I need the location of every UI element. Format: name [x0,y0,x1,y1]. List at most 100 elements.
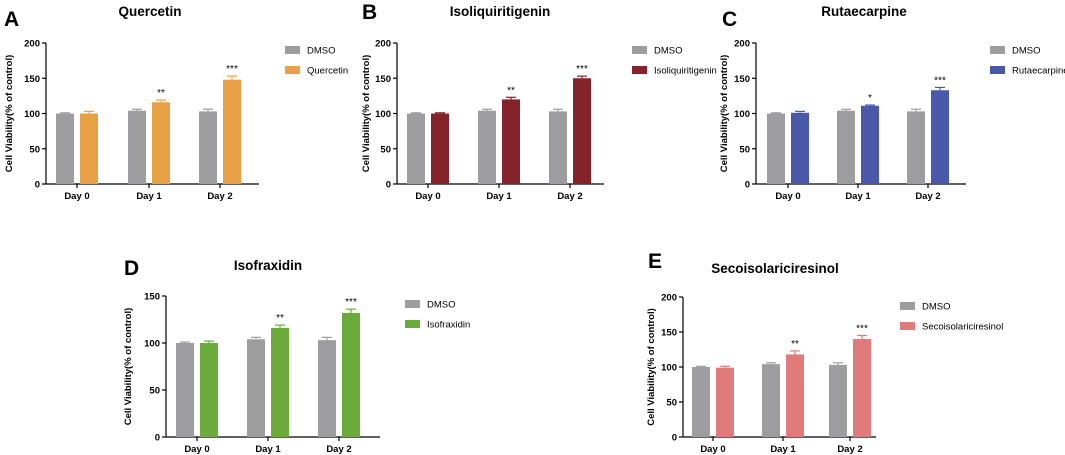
bar-dmso [407,113,425,184]
panel-label: C [722,8,737,31]
legend-label: DMSO [307,46,336,57]
legend-label: DMSO [427,300,456,311]
bar-dmso [128,110,146,184]
bar-treatment [152,102,170,184]
significance-marker: *** [856,324,868,335]
bar-dmso [199,111,217,184]
legend-label: Quercetin [307,66,348,77]
x-tick-label: Day 1 [136,191,162,202]
x-tick-label: Day 0 [184,444,209,455]
y-tick-label: 0 [386,180,391,191]
y-tick-label: 100 [375,109,391,120]
y-axis-label: Cell Viability(% of control) [4,55,15,173]
legend-swatch [632,46,647,54]
x-tick-label: Day 0 [700,444,725,455]
significance-marker: *** [226,64,238,75]
panel-c: C Rutaecarpine Cell Viability(% of control… [719,4,1065,202]
y-tick-label: 200 [661,293,677,304]
legend-label: Isofraxidin [427,320,470,331]
x-tick-label: Day 1 [845,191,871,202]
bar-dmso [829,364,847,437]
significance-marker: ** [157,88,165,99]
y-tick-label: 50 [666,398,677,409]
bar-dmso [692,367,710,437]
y-axis-label: Cell Viability(% of control) [361,55,372,173]
y-tick-label: 150 [24,74,40,85]
legend-swatch [990,46,1005,54]
bar-treatment [931,90,949,184]
x-tick-label: Day 1 [486,191,512,202]
bar-dmso [767,113,785,184]
bar-treatment [716,367,734,437]
bar-treatment [791,112,809,184]
legend-label: Isoliquiritigenin [654,66,717,77]
x-tick-label: Day 1 [770,444,796,455]
significance-marker: * [868,93,872,104]
x-tick-label: Day 2 [207,191,232,202]
legend-swatch [405,320,420,328]
legend-swatch [900,302,915,310]
y-tick-label: 50 [380,144,391,155]
bar-dmso [56,113,74,184]
bar-dmso [247,339,265,437]
bar-dmso [318,340,336,437]
bar-treatment [853,339,871,437]
legend-label: Rutaecarpine [1012,66,1065,77]
legend-swatch [285,46,300,54]
panel-b: B Isoliquiritigenin Cell Viability(% of co… [361,1,717,202]
y-tick-label: 0 [745,180,750,191]
panel-a: A Quercetin Cell Viability(% of control) 0 5… [4,4,348,202]
bar-treatment [342,312,360,437]
y-tick-label: 0 [672,433,677,444]
bar-dmso [907,111,925,184]
significance-marker: *** [576,64,588,75]
x-tick-label: Day 2 [915,191,940,202]
y-tick-label: 150 [375,74,391,85]
legend-swatch [990,66,1005,74]
panel-label: B [362,1,377,24]
y-axis-label: Cell Viability(% of control) [646,308,657,426]
y-tick-label: 100 [734,109,750,120]
chart-title: Quercetin [118,4,181,19]
bar-dmso [837,110,855,184]
bar-treatment [431,113,449,184]
y-tick-label: 50 [29,144,40,155]
panel-label: A [4,8,19,31]
significance-marker: *** [345,297,357,308]
legend-label: Secoisolariciresinol [922,322,1003,333]
y-tick-label: 0 [35,180,40,191]
y-tick-label: 50 [149,386,160,397]
significance-marker: ** [507,85,515,96]
x-tick-label: Day 0 [64,191,89,202]
bar-treatment [502,99,520,184]
bar-dmso [762,364,780,437]
legend-swatch [405,300,420,308]
x-tick-label: Day 2 [326,444,351,455]
significance-marker: ** [791,339,799,350]
legend-swatch [285,66,300,74]
y-tick-label: 200 [734,39,750,50]
y-tick-label: 100 [144,339,160,350]
legend-swatch [900,322,915,330]
panel-label: E [648,250,662,273]
chart-title: Isofraxidin [234,258,302,273]
bar-treatment [271,327,289,437]
bar-dmso [176,343,194,437]
bar-treatment [573,78,591,184]
panel-e: E Secoisolariciresinol Cell Viability(% of… [646,250,1003,455]
legend-label: DMSO [654,46,683,57]
chart-title: Rutaecarpine [821,4,907,19]
y-tick-label: 50 [739,144,750,155]
chart-title: Isoliquiritigenin [450,4,551,19]
y-tick-label: 200 [375,39,391,50]
legend-label: DMSO [922,302,951,313]
y-axis-label: Cell Viability(% of control) [719,55,730,173]
bar-treatment [80,113,98,184]
significance-marker: *** [934,75,946,86]
bar-treatment [786,354,804,437]
y-tick-label: 150 [734,74,750,85]
bar-dmso [549,111,567,184]
x-tick-label: Day 0 [775,191,800,202]
x-tick-label: Day 2 [557,191,582,202]
